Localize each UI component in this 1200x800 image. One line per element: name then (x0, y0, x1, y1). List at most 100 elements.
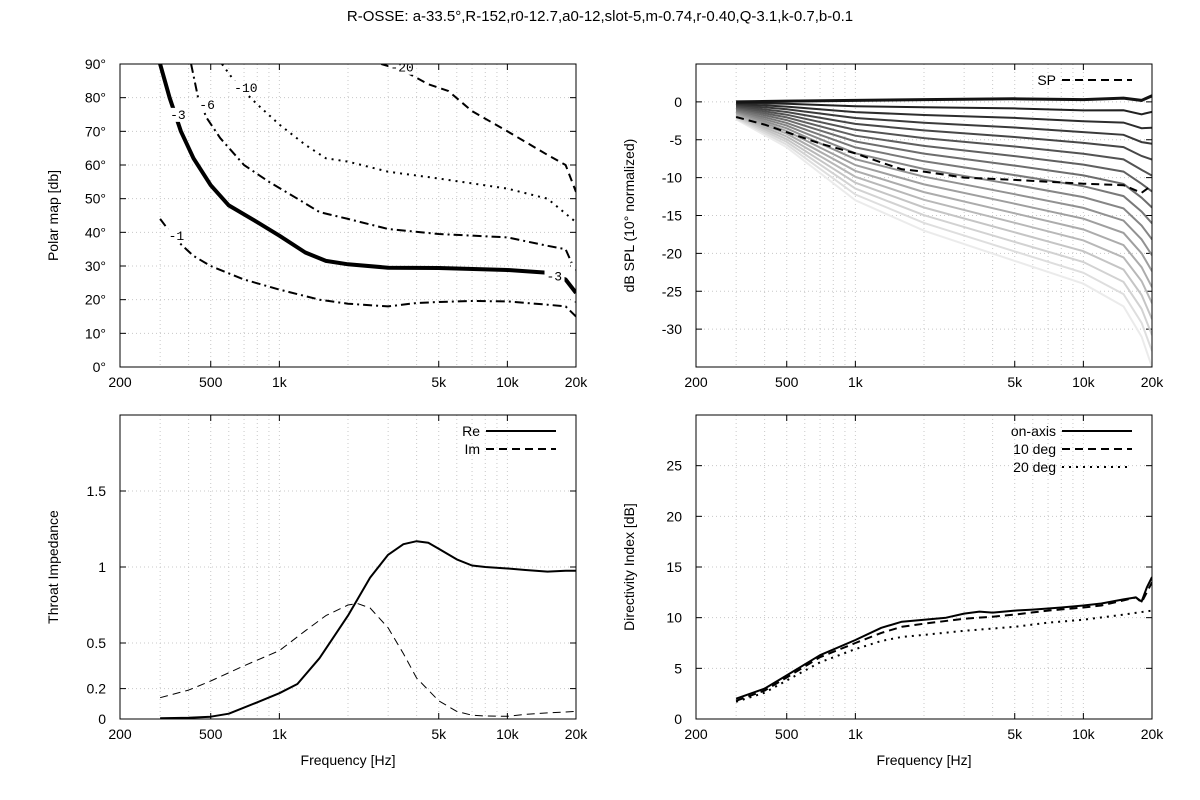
polar-angle-curve (736, 102, 1152, 130)
polar-angle-curve (735, 113, 1152, 288)
series-line-re (160, 540, 576, 719)
chart-title: R-OSSE: a-33.5°,R-152,r0-12.7,a0-12,slot… (346, 8, 854, 25)
y-tick-label: 0 (674, 94, 682, 110)
polar-angle-curve (735, 115, 1152, 320)
y-tick-label: -10 (662, 170, 682, 186)
plot-frame (119, 63, 577, 368)
y-tick-label: 10 (666, 610, 682, 626)
y-tick-label: 50° (85, 191, 106, 207)
x-tick-label: 1k (848, 374, 864, 390)
contour-label-bg (232, 80, 261, 95)
polar-angle-curve (736, 101, 1152, 116)
y-tick-label: 25 (666, 458, 682, 474)
legend-label: 10 deg (1013, 441, 1056, 457)
x-tick-label: 200 (684, 374, 708, 390)
contour-label: -10 (234, 81, 257, 96)
polar-angle-curve (735, 111, 1152, 256)
plot-frame (695, 414, 1153, 720)
y-tick-label: 80° (85, 90, 106, 106)
x-tick-label: 200 (108, 726, 132, 742)
contour-label: -6 (573, 263, 589, 278)
y-tick-label: 5 (674, 660, 682, 676)
polar-angle-curve (735, 110, 1152, 240)
contour-label-bg (570, 294, 576, 309)
polar-angle-curve (735, 108, 1152, 209)
contour-label-bg (197, 97, 218, 112)
y-tick-label: -5 (670, 132, 683, 148)
x-tick-label: 1k (272, 374, 288, 390)
x-axis-label: Frequency [Hz] (877, 752, 972, 768)
polar-map-panel: 200 500 1k 5k 10k 20k 0° 10° 20° 30° 40° 50° 60° 70° 8… (45, 56, 589, 390)
polar-angle-curve (736, 94, 1152, 104)
y-axis-label: Polar map [db] (45, 170, 61, 261)
y-tick-label: 30° (85, 258, 106, 274)
y-tick-label: -30 (662, 321, 682, 337)
x-tick-label: 500 (199, 726, 223, 742)
x-tick-label: 500 (775, 374, 799, 390)
contour-label: -3 (170, 108, 186, 123)
contour-line (159, 218, 576, 318)
series-line-20-deg (735, 609, 1152, 703)
x-tick-label: 20k (565, 726, 589, 742)
contour-label: -3 (547, 269, 563, 284)
x-tick-label: 5k (1007, 374, 1023, 390)
plot-frame (695, 63, 1153, 368)
x-tick-label: 1k (848, 726, 864, 742)
y-tick-label: -15 (662, 208, 682, 224)
plot-area (735, 94, 1152, 367)
plot-area: -1 -1 -3 -3 -6 -6 -10 -20 (158, 64, 589, 318)
y-tick-label: 90° (85, 56, 106, 72)
y-tick-label: 70° (85, 123, 106, 139)
y-tick-label: 1 (98, 559, 106, 575)
y-tick-label: 0.5 (87, 635, 107, 651)
plot-area (159, 540, 576, 719)
y-tick-label: 0.2 (87, 681, 107, 697)
y-tick-label: 1.5 (87, 483, 107, 499)
series-line-on-axis (735, 576, 1152, 700)
x-tick-label: 10k (1072, 374, 1096, 390)
x-tick-label: 500 (199, 374, 223, 390)
polar-angle-curve (735, 114, 1152, 304)
y-tick-label: 20° (85, 292, 106, 308)
y-tick-label: 15 (666, 559, 682, 575)
y-axis-label: Directivity Index [dB] (621, 503, 637, 631)
y-tick-label: 0° (93, 359, 106, 375)
x-tick-label: 5k (1007, 726, 1023, 742)
x-axis-label: Frequency [Hz] (301, 752, 396, 768)
x-tick-label: 5k (431, 726, 447, 742)
polar-angle-curve (735, 116, 1152, 336)
contour-label-bg (544, 269, 565, 284)
series-line-im (159, 603, 576, 717)
x-tick-label: 20k (565, 374, 589, 390)
x-tick-label: 5k (431, 374, 447, 390)
polar-angle-curve (735, 118, 1152, 367)
x-tick-label: 500 (775, 726, 799, 742)
throat-impedance-panel: 200 500 1k 5k 10k 20k 0 0.2 0.5 1 1.5 Throat Impeda… (45, 414, 589, 768)
x-tick-label: 20k (1141, 726, 1165, 742)
series-line-sp (735, 116, 1152, 194)
contour-label: -1 (169, 229, 185, 244)
legend-label: 20 deg (1013, 459, 1056, 475)
contour-label-bg (168, 107, 189, 122)
x-tick-label: 10k (496, 726, 520, 742)
series-line-10-deg (735, 581, 1152, 702)
spl-panel: 200 500 1k 5k 10k 20k 0 -5 -10 -15 -20 -25 -30 dB SPL… (621, 63, 1165, 390)
polar-angle-curve (735, 105, 1152, 161)
x-tick-label: 20k (1141, 374, 1165, 390)
contour-line (221, 64, 576, 223)
y-tick-label: 20 (666, 508, 682, 524)
legend-label: Re (462, 423, 480, 439)
contour-label-bg (388, 64, 417, 75)
x-tick-label: 1k (272, 726, 288, 742)
contour-line (190, 64, 576, 274)
contour-line (158, 64, 576, 295)
plot-frame (119, 414, 577, 720)
x-tick-label: 200 (108, 374, 132, 390)
y-tick-label: 40° (85, 224, 106, 240)
y-tick-label: 10° (85, 325, 106, 341)
polar-angle-curve (735, 109, 1152, 225)
y-tick-label: -25 (662, 283, 682, 299)
contour-label: -6 (199, 98, 215, 113)
contour-label: -1 (572, 295, 588, 310)
contour-line (381, 64, 576, 193)
